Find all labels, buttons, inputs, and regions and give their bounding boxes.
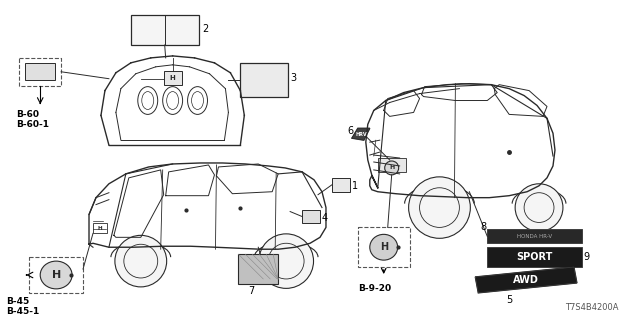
Text: 5: 5: [506, 295, 512, 305]
Bar: [487, 229, 582, 243]
Text: B-60-1: B-60-1: [17, 120, 49, 129]
Text: H: H: [98, 226, 102, 231]
Text: 7: 7: [248, 286, 255, 296]
Bar: [131, 15, 198, 45]
Polygon shape: [352, 128, 370, 140]
Bar: [358, 228, 410, 267]
Text: H: H: [380, 242, 388, 252]
Text: 9: 9: [584, 252, 590, 262]
Ellipse shape: [408, 177, 470, 238]
Bar: [332, 178, 350, 192]
Bar: [93, 223, 107, 233]
Text: B-45: B-45: [6, 297, 29, 306]
Text: 1: 1: [352, 181, 358, 191]
Text: HRV: HRV: [355, 132, 367, 137]
Text: 6: 6: [347, 126, 353, 136]
Text: B-60: B-60: [17, 110, 39, 119]
Bar: [241, 63, 288, 97]
Bar: [19, 58, 61, 86]
Text: T7S4B4200A: T7S4B4200A: [565, 303, 619, 312]
Ellipse shape: [40, 261, 72, 289]
Bar: [29, 257, 83, 293]
Text: H: H: [170, 75, 175, 81]
Ellipse shape: [115, 235, 166, 287]
Ellipse shape: [370, 234, 397, 260]
Text: SPORT: SPORT: [516, 252, 552, 262]
Bar: [238, 254, 278, 284]
Ellipse shape: [515, 184, 563, 231]
Bar: [26, 63, 55, 80]
Text: B-45-1: B-45-1: [6, 307, 40, 316]
Text: H: H: [389, 165, 394, 171]
Bar: [302, 210, 320, 223]
Bar: [164, 71, 182, 85]
Text: 3: 3: [290, 73, 296, 83]
Bar: [378, 158, 406, 172]
Text: 4: 4: [322, 212, 328, 222]
Text: H: H: [52, 270, 61, 280]
Text: B-9-20: B-9-20: [358, 284, 391, 293]
Bar: [487, 247, 582, 267]
Ellipse shape: [385, 161, 399, 175]
Text: 8: 8: [480, 222, 486, 232]
Polygon shape: [476, 267, 577, 293]
Text: HONDA HR-V: HONDA HR-V: [516, 234, 552, 239]
Text: AWD: AWD: [513, 275, 539, 285]
Ellipse shape: [259, 234, 314, 288]
Text: 2: 2: [202, 24, 209, 34]
